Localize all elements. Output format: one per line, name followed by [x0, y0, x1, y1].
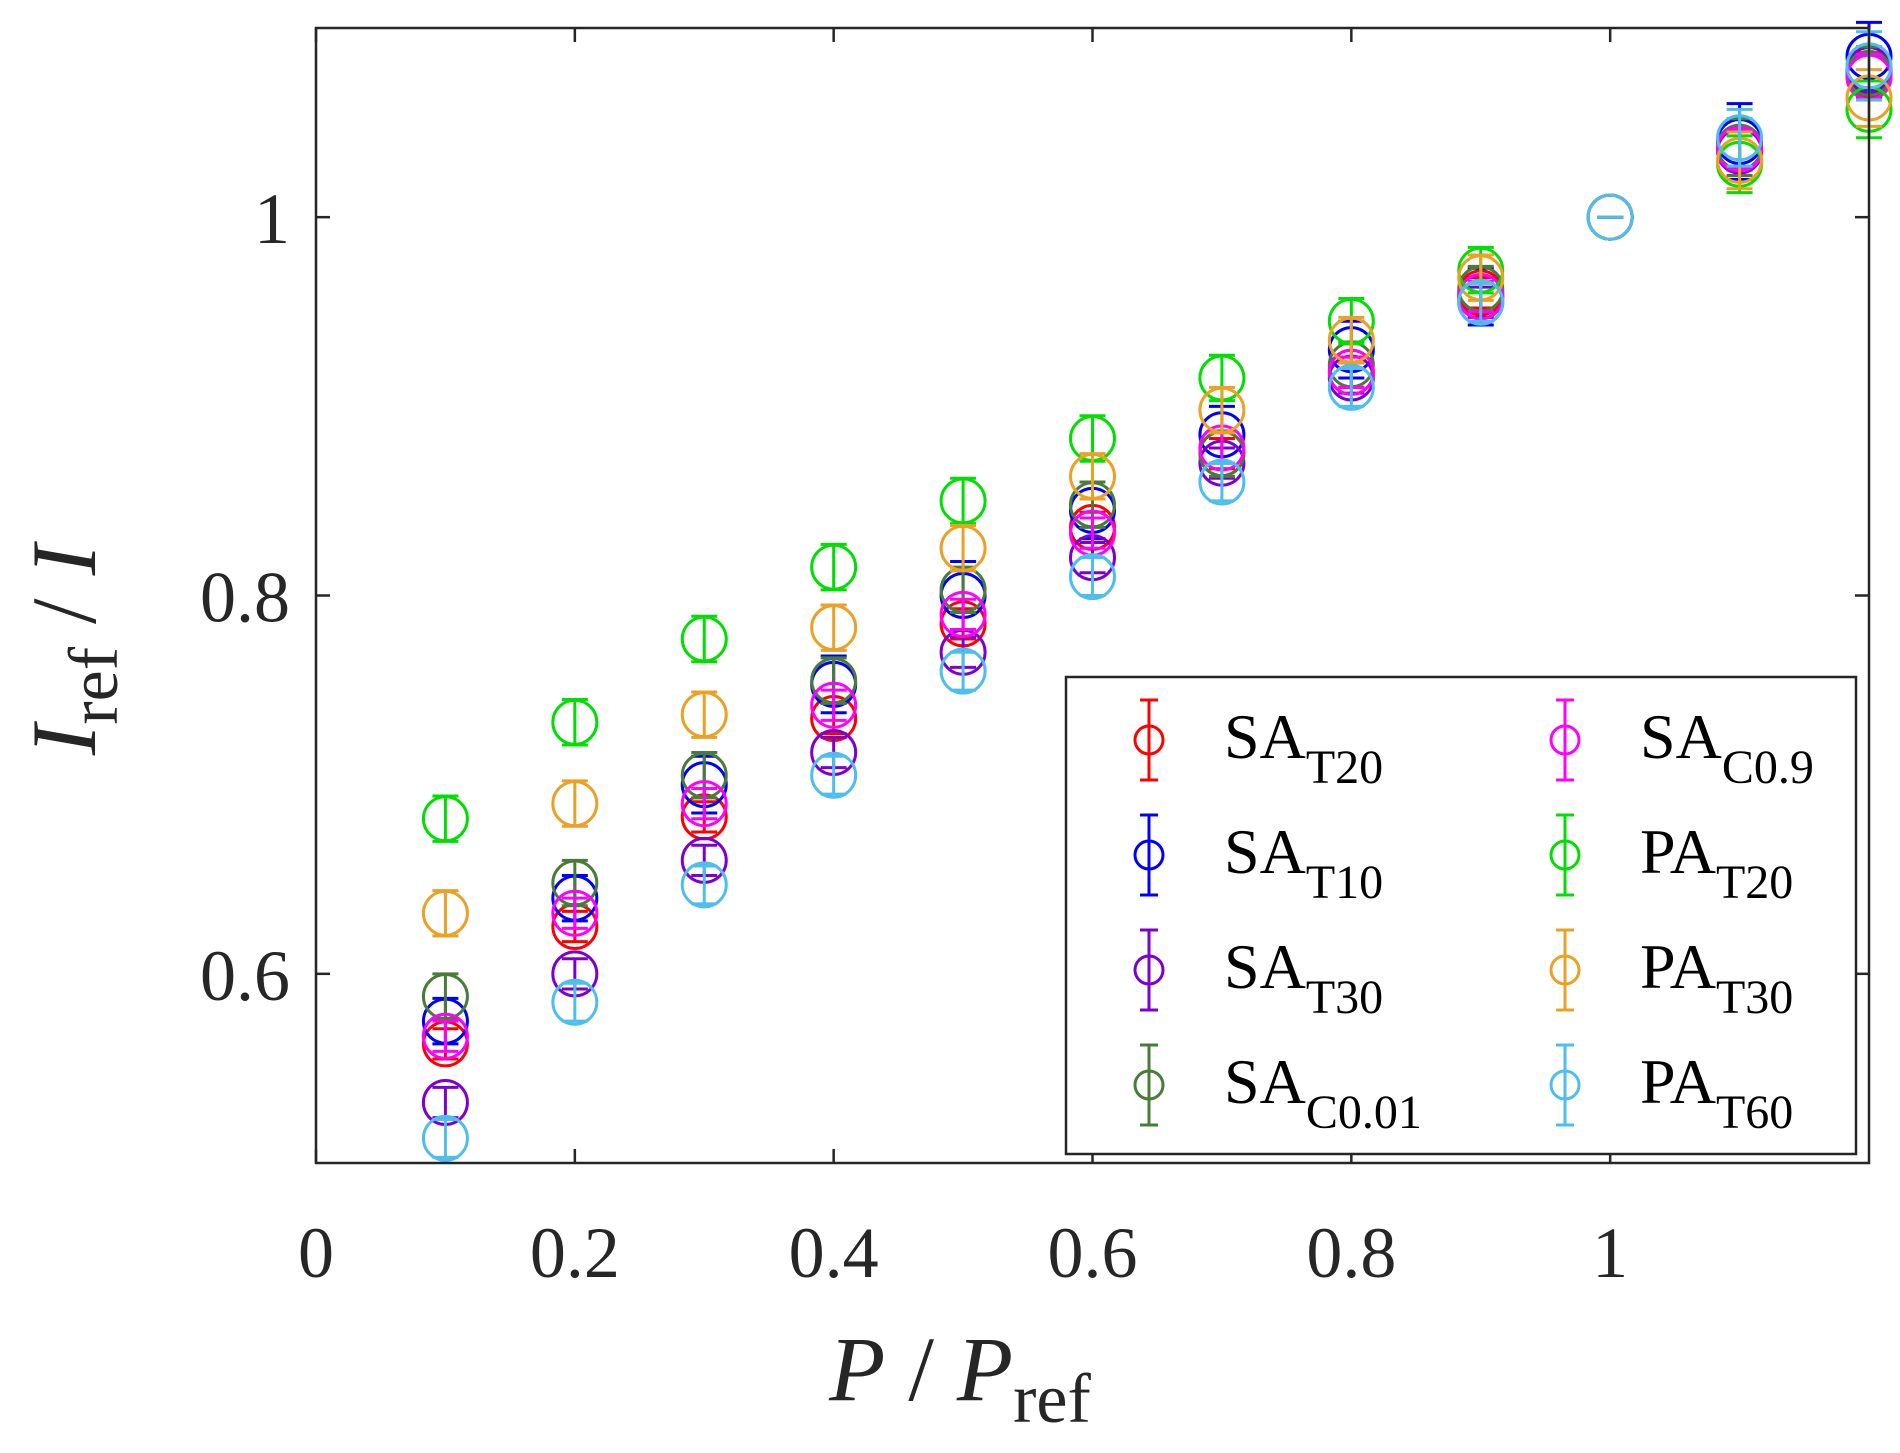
data-point [810, 751, 858, 799]
legend-entry-PA-T60: PAT60 [1549, 1043, 1793, 1139]
legend-label: SAC0.01 [1224, 1046, 1422, 1139]
legend-label: PAT60 [1640, 1046, 1793, 1139]
x-tick-label: 0.6 [1048, 1213, 1138, 1293]
x-tick-label: 0 [298, 1213, 334, 1293]
data-point [551, 698, 599, 746]
legend-entry-PA-T30: PAT30 [1549, 928, 1793, 1024]
x-tick-label: 0.2 [530, 1213, 620, 1293]
legend-marker [1549, 954, 1581, 986]
x-axis-title: P / Pref [828, 1318, 1091, 1438]
data-point [421, 1114, 469, 1162]
data-point [421, 1012, 469, 1060]
data-point [421, 889, 469, 937]
legend-label: PAT30 [1640, 931, 1793, 1024]
data-point [1198, 458, 1246, 506]
data-point [680, 861, 728, 909]
data-point [421, 973, 469, 1021]
legend-box [1064, 675, 1858, 1156]
legend-marker [1549, 839, 1581, 871]
data-point [680, 780, 728, 828]
legend-marker [1133, 839, 1165, 871]
x-tick-label: 0.4 [789, 1213, 879, 1293]
data-point [551, 978, 599, 1026]
legend-label: SAT20 [1224, 701, 1383, 794]
y-tick-label: 1 [254, 179, 290, 259]
legend-marker [1549, 724, 1581, 756]
data-point [810, 543, 858, 591]
legend-entry-SA-T20: SAT20 [1133, 698, 1383, 794]
data-point [1069, 553, 1116, 601]
data-point [810, 604, 858, 652]
data-point [421, 795, 469, 843]
legend-entry-SA-C0.01: SAC0.01 [1133, 1043, 1422, 1139]
data-point [1716, 114, 1764, 162]
x-tick-label: 0.8 [1306, 1213, 1396, 1293]
legend-entry-SA-C0.9: SAC0.9 [1549, 698, 1814, 794]
y-axis-title: Iref / I [13, 540, 133, 756]
legend-label: PAT20 [1640, 816, 1793, 909]
legend-marker [1133, 1069, 1165, 1101]
y-tick-label: 0.8 [200, 558, 290, 638]
data-point [939, 524, 987, 572]
data-point [939, 647, 987, 695]
legend: SAT20 SAT10 SAT30 SAC0.01 SAC0.9 PAT20 PAT30 PA… [1064, 675, 1858, 1156]
data-point [939, 590, 987, 638]
data-layer [421, 20, 1893, 1162]
legend-marker [1133, 724, 1165, 756]
data-point [1457, 278, 1505, 326]
data-point [680, 691, 728, 739]
legend-entry-SA-T30: SAT30 [1133, 928, 1383, 1024]
legend-label: SAT10 [1224, 816, 1383, 909]
data-point [939, 477, 987, 525]
data-point [551, 780, 599, 828]
legend-marker [1133, 954, 1165, 986]
data-point [680, 615, 728, 663]
legend-label: SAC0.9 [1640, 701, 1814, 794]
legend-entry-SA-T10: SAT10 [1133, 813, 1383, 909]
legend-marker [1549, 1069, 1581, 1101]
data-point [551, 889, 599, 937]
legend-label: SAT30 [1224, 931, 1383, 1024]
data-point [1069, 452, 1116, 500]
legend-entries: SAT20 SAT10 SAT30 SAC0.01 SAC0.9 PAT20 PAT30 PA… [1133, 698, 1814, 1139]
legend-entry-PA-T20: PAT20 [1549, 813, 1793, 909]
data-point [810, 681, 858, 729]
y-tick-label: 0.6 [200, 936, 290, 1016]
data-point [1586, 193, 1634, 241]
x-tick-label: 1 [1592, 1213, 1628, 1293]
data-point [1198, 386, 1246, 434]
data-point [1327, 363, 1375, 411]
data-point [1327, 316, 1375, 364]
ticks-layer: 0 0.2 0.4 0.6 0.8 1 0.6 0.8 1 [200, 28, 1869, 1293]
